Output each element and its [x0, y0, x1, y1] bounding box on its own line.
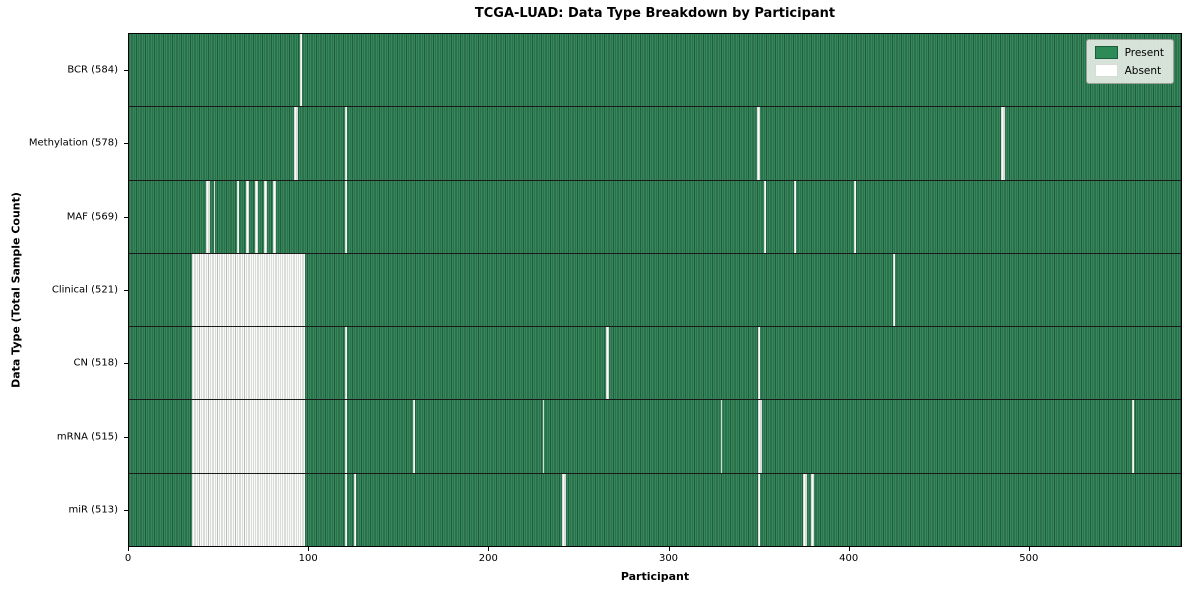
- heatmap-row-cn: [129, 327, 1181, 401]
- absent-segment: [810, 473, 815, 546]
- x-tick-mark: [668, 547, 670, 551]
- absent-segment: [893, 253, 896, 327]
- absent-segment: [1001, 107, 1005, 180]
- absent-segment: [272, 180, 277, 253]
- legend-present-label: Present: [1124, 46, 1164, 59]
- absent-segment: [263, 180, 268, 253]
- absent-segment: [853, 180, 856, 253]
- x-tick-label: 100: [298, 553, 318, 564]
- absent-segment: [344, 180, 347, 253]
- x-tick-mark: [848, 547, 850, 551]
- absent-segment: [236, 180, 239, 253]
- plot-area: Present Absent: [128, 33, 1182, 547]
- absent-segment: [562, 473, 566, 546]
- heatmap-row-mir: [129, 473, 1181, 546]
- absent-segment: [1132, 400, 1135, 473]
- absent-segment: [413, 400, 415, 473]
- y-tick-label: BCR (584): [67, 64, 118, 76]
- absent-segment: [191, 400, 306, 473]
- heatmap-row-maf: [129, 180, 1181, 254]
- y-tick-mark: [124, 216, 128, 218]
- absent-segment: [720, 400, 723, 473]
- y-tick-label: mRNA (515): [56, 431, 118, 443]
- absent-segment: [758, 473, 761, 546]
- y-tick-label: MAF (569): [66, 211, 118, 223]
- absent-segment: [245, 180, 250, 253]
- chart-title: TCGA-LUAD: Data Type Breakdown by Partic…: [474, 6, 836, 21]
- y-axis-label: Data Type (Total Sample Count): [9, 192, 23, 388]
- absent-segment: [605, 327, 610, 400]
- legend: Present Absent: [1085, 39, 1174, 84]
- absent-segment: [794, 180, 797, 253]
- y-tick-mark: [124, 363, 128, 365]
- x-axis-label: Participant: [620, 570, 690, 583]
- absent-segment: [254, 180, 259, 253]
- absent-segment: [758, 327, 761, 400]
- absent-segment: [344, 400, 347, 473]
- legend-entry-present: Present: [1094, 46, 1164, 59]
- heatmap-row-mrna: [129, 400, 1181, 474]
- absent-segment: [344, 327, 347, 400]
- y-tick-label: CN (518): [73, 357, 118, 369]
- y-tick-mark: [124, 436, 128, 438]
- y-tick-mark: [124, 69, 128, 71]
- y-tick-mark: [124, 290, 128, 291]
- absent-segment: [299, 34, 302, 107]
- absent-segment: [206, 180, 210, 253]
- legend-absent-label: Absent: [1124, 64, 1162, 77]
- absent-segment: [213, 180, 216, 253]
- absent-segment: [344, 107, 347, 180]
- x-tick-label: 0: [124, 553, 132, 564]
- legend-present-swatch: [1094, 46, 1118, 59]
- y-tick-mark: [124, 143, 128, 145]
- absent-segment: [294, 107, 299, 180]
- absent-segment: [191, 473, 306, 546]
- absent-segment: [756, 107, 761, 180]
- x-tick-label: 200: [478, 553, 498, 564]
- legend-entry-absent: Absent: [1094, 64, 1164, 77]
- absent-segment: [353, 473, 356, 546]
- absent-segment: [344, 473, 347, 546]
- x-tick-mark: [128, 547, 129, 551]
- absent-segment: [191, 327, 306, 400]
- heatmap-row-bcr: [129, 34, 1181, 108]
- absent-segment: [803, 473, 807, 546]
- y-tick-label: Methylation (578): [28, 137, 118, 149]
- absent-segment: [758, 400, 762, 473]
- y-tick-mark: [124, 510, 128, 512]
- y-tick-label: Clinical (521): [51, 284, 118, 296]
- y-tick-label: miR (513): [68, 504, 118, 516]
- absent-segment: [542, 400, 545, 473]
- absent-segment: [191, 253, 306, 327]
- absent-segment: [763, 180, 766, 253]
- x-tick-label: 300: [658, 553, 679, 564]
- x-tick-mark: [488, 547, 490, 551]
- heatmap-rows: [129, 34, 1181, 546]
- legend-absent-swatch: [1094, 64, 1118, 77]
- heatmap-row-clinical: [129, 253, 1181, 328]
- x-tick-label: 500: [1019, 553, 1039, 564]
- x-tick-mark: [1028, 547, 1030, 551]
- heatmap-row-methylation: [129, 107, 1181, 181]
- x-tick-mark: [308, 547, 310, 551]
- x-tick-label: 400: [839, 553, 859, 564]
